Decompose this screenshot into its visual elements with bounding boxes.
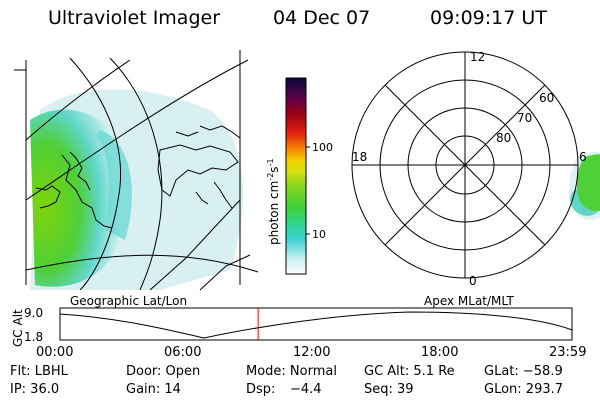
uv-aurora-band [30,109,128,287]
time-tick-0000: 00:00 [36,345,74,360]
mlt-label-left: 18 [352,150,367,164]
lat-label-70: 70 [517,111,532,125]
gain-info: Gain: 14 [126,382,181,397]
door-info: Door: Open [126,364,201,379]
mlt-label-bottom: 0 [469,274,477,288]
timeline-frame [59,307,573,341]
geographic-caption: Geographic Lat/Lon [70,294,188,308]
uv-aurora-polar [577,154,600,212]
graticule [25,57,259,290]
dsp-label: Dsp: [246,382,276,397]
time-tick-2359: 23:59 [549,345,587,360]
glat-info: GLat: −58.9 [484,364,563,379]
timeline-y-top: 9.0 [24,306,43,320]
mlt-label-right: 6 [579,150,587,164]
ip-info: IP: 36.0 [10,382,60,397]
date-label: 04 Dec 07 [273,7,371,29]
altitude-timeline: GC Alt 9.0 1.8 [11,306,573,347]
polar-plot: 12 18 6 0 60 70 80 [351,50,600,288]
apex-caption: Apex MLat/MLT [424,294,514,308]
filter-info: Flt: LBHL [10,364,68,379]
dsp-value: −4.4 [290,382,322,397]
mode-info: Mode: Normal [246,364,337,379]
lat-label-60: 60 [539,91,554,105]
colorbar-tick-high: 100 [312,141,333,154]
map-corner-marks [14,50,241,285]
altitude-curve [59,311,573,339]
uv-aurora-polar-edge [570,189,599,216]
polar-grid [351,51,579,279]
colorbar-scale [285,77,307,275]
timeline-y-bottom: 1.8 [24,330,43,344]
mlt-label-top: 12 [470,50,485,64]
colorbar: 100 10 photon cm-2s-1 [266,77,333,275]
gc-alt-info: GC Alt: 5.1 Re [364,364,455,379]
timeline-axis-label: GC Alt [11,309,25,347]
time-tick-1200: 12:00 [293,345,331,360]
coastlines [35,125,241,229]
colorbar-unit-label: photon cm-2s-1 [266,158,281,245]
time-tick-1800: 18:00 [421,345,459,360]
glon-info: GLon: 293.7 [484,382,564,397]
time-tick-0600: 06:00 [164,345,202,360]
time-label: 09:09:17 UT [430,7,547,29]
seq-info: Seq: 39 [364,382,414,397]
lat-label-80: 80 [496,131,511,145]
app-title: Ultraviolet Imager [48,7,221,29]
colorbar-tick-low: 10 [312,228,326,241]
uv-aurora-edge [95,130,132,240]
geographic-map [14,50,259,290]
